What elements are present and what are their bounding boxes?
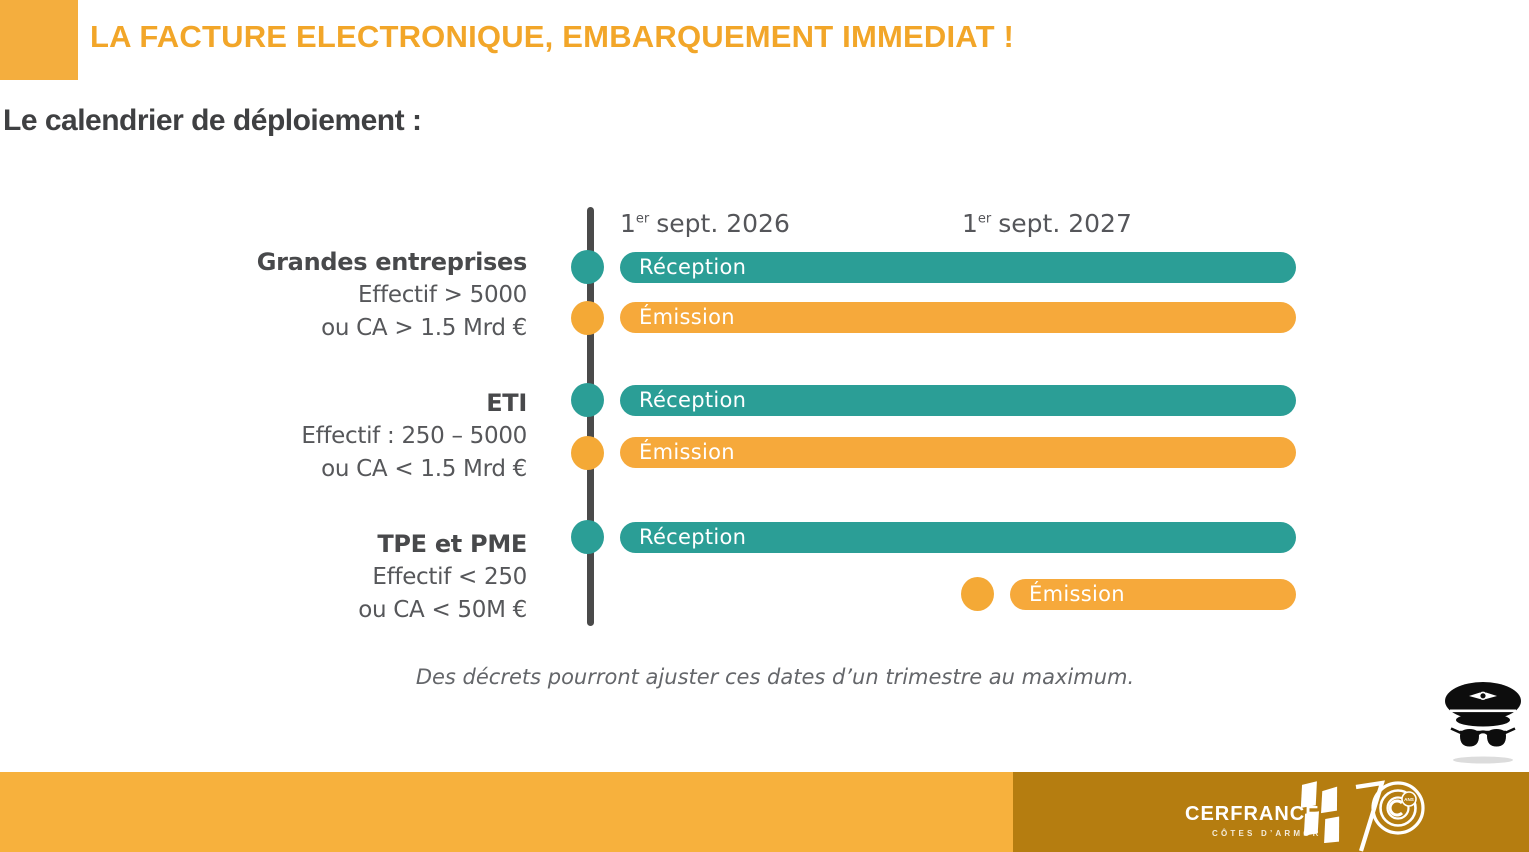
bar-reception-tpe-pme: Réception: [620, 522, 1296, 553]
group-criteria-2: ou CA < 1.5 Mrd €: [321, 456, 527, 482]
date-text: sept. 2026: [656, 209, 790, 238]
group-criteria-1: Effectif > 5000: [358, 282, 527, 308]
brand-name: CERFRANCE: [1185, 803, 1320, 825]
milestone-dot-emission: [571, 301, 604, 335]
milestone-dot-reception: [571, 520, 604, 554]
anniversary-unit: ANS: [1404, 797, 1414, 802]
date-text: sept. 2027: [998, 209, 1132, 238]
cerfrance-logo: CERFRANCE CÔTES D’ARMOR: [1185, 772, 1435, 852]
milestone-dot-reception: [571, 250, 604, 284]
group-criteria-1: Effectif : 250 – 5000: [301, 423, 527, 449]
bar-reception-grandes-entreprises: Réception: [620, 252, 1296, 283]
page-title: Le calendrier de déploiement :: [3, 104, 422, 137]
group-name: Grandes entreprises: [256, 248, 528, 276]
group-criteria-2: ou CA < 50M €: [358, 597, 527, 623]
group-name: ETI: [486, 389, 527, 417]
group-criteria-2: ou CA > 1.5 Mrd €: [321, 315, 527, 341]
brand-region: CÔTES D’ARMOR: [1212, 829, 1322, 838]
corner-accent-square: [0, 0, 78, 80]
group-name: TPE et PME: [377, 530, 527, 558]
date-number: 1: [620, 209, 636, 238]
timeline-date-2027: 1er sept. 2027: [962, 209, 1132, 238]
bar-emission-tpe-pme: Émission: [1010, 579, 1296, 610]
milestone-dot-emission: [961, 577, 994, 611]
group-label-eti: ETI Effectif : 250 – 5000 ou CA < 1.5 Mr…: [301, 387, 527, 486]
bar-emission-eti: Émission: [620, 437, 1296, 468]
footer-band-light: [0, 772, 1013, 852]
group-label-grandes-entreprises: Grandes entreprises Effectif > 5000 ou C…: [256, 246, 528, 345]
milestone-dot-emission: [571, 436, 604, 470]
anniversary-70-ans-logo: ANS: [1353, 775, 1429, 852]
group-criteria-1: Effectif < 250: [372, 564, 527, 590]
footer-band-dark: [1013, 772, 1529, 852]
timeline-date-2026: 1er sept. 2026: [620, 209, 790, 238]
pilot-cap-icon: [1436, 676, 1529, 771]
slide-title: LA FACTURE ELECTRONIQUE, EMBARQUEMENT IM…: [90, 19, 1015, 54]
milestone-dot-reception: [571, 383, 604, 417]
bar-emission-grandes-entreprises: Émission: [620, 302, 1296, 333]
checkered-flag-icon: [1300, 781, 1351, 848]
group-label-tpe-pme: TPE et PME Effectif < 250 ou CA < 50M €: [358, 528, 527, 627]
footnote-text: Des décrets pourront ajuster ces dates d…: [415, 665, 1135, 689]
date-ordinal: er: [635, 211, 650, 227]
date-ordinal: er: [977, 211, 992, 227]
bar-reception-eti: Réception: [620, 385, 1296, 416]
date-number: 1: [962, 209, 978, 238]
